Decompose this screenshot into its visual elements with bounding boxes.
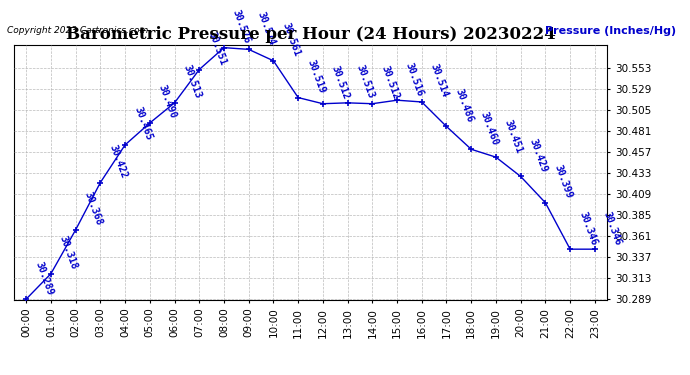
Text: 30.346: 30.346 [602, 210, 623, 246]
Text: Pressure (Inches/Hg): Pressure (Inches/Hg) [545, 26, 676, 36]
Text: 30.574: 30.574 [255, 10, 277, 46]
Text: 30.289: 30.289 [33, 260, 55, 296]
Text: 30.429: 30.429 [528, 137, 549, 174]
Text: 30.519: 30.519 [305, 58, 326, 95]
Text: 30.451: 30.451 [503, 118, 524, 154]
Text: 30.318: 30.318 [58, 234, 79, 271]
Text: 30.513: 30.513 [355, 63, 376, 100]
Text: 30.512: 30.512 [380, 64, 401, 101]
Text: 30.561: 30.561 [280, 21, 302, 58]
Text: 30.513: 30.513 [181, 63, 203, 100]
Text: 30.486: 30.486 [453, 87, 475, 124]
Text: 30.368: 30.368 [83, 190, 104, 227]
Text: 30.514: 30.514 [428, 63, 450, 99]
Text: 30.399: 30.399 [552, 164, 574, 200]
Title: Barometric Pressure per Hour (24 Hours) 20230224: Barometric Pressure per Hour (24 Hours) … [66, 27, 555, 44]
Text: 30.465: 30.465 [132, 106, 153, 142]
Text: Copyright 2023 Cartronics.com: Copyright 2023 Cartronics.com [7, 26, 148, 35]
Text: 30.551: 30.551 [206, 30, 228, 67]
Text: 30.490: 30.490 [157, 84, 178, 120]
Text: 30.422: 30.422 [107, 143, 129, 180]
Text: 30.576: 30.576 [231, 8, 253, 45]
Text: 30.346: 30.346 [577, 210, 598, 246]
Text: 30.512: 30.512 [330, 64, 351, 101]
Text: 30.516: 30.516 [404, 61, 426, 98]
Text: 30.460: 30.460 [478, 110, 500, 147]
